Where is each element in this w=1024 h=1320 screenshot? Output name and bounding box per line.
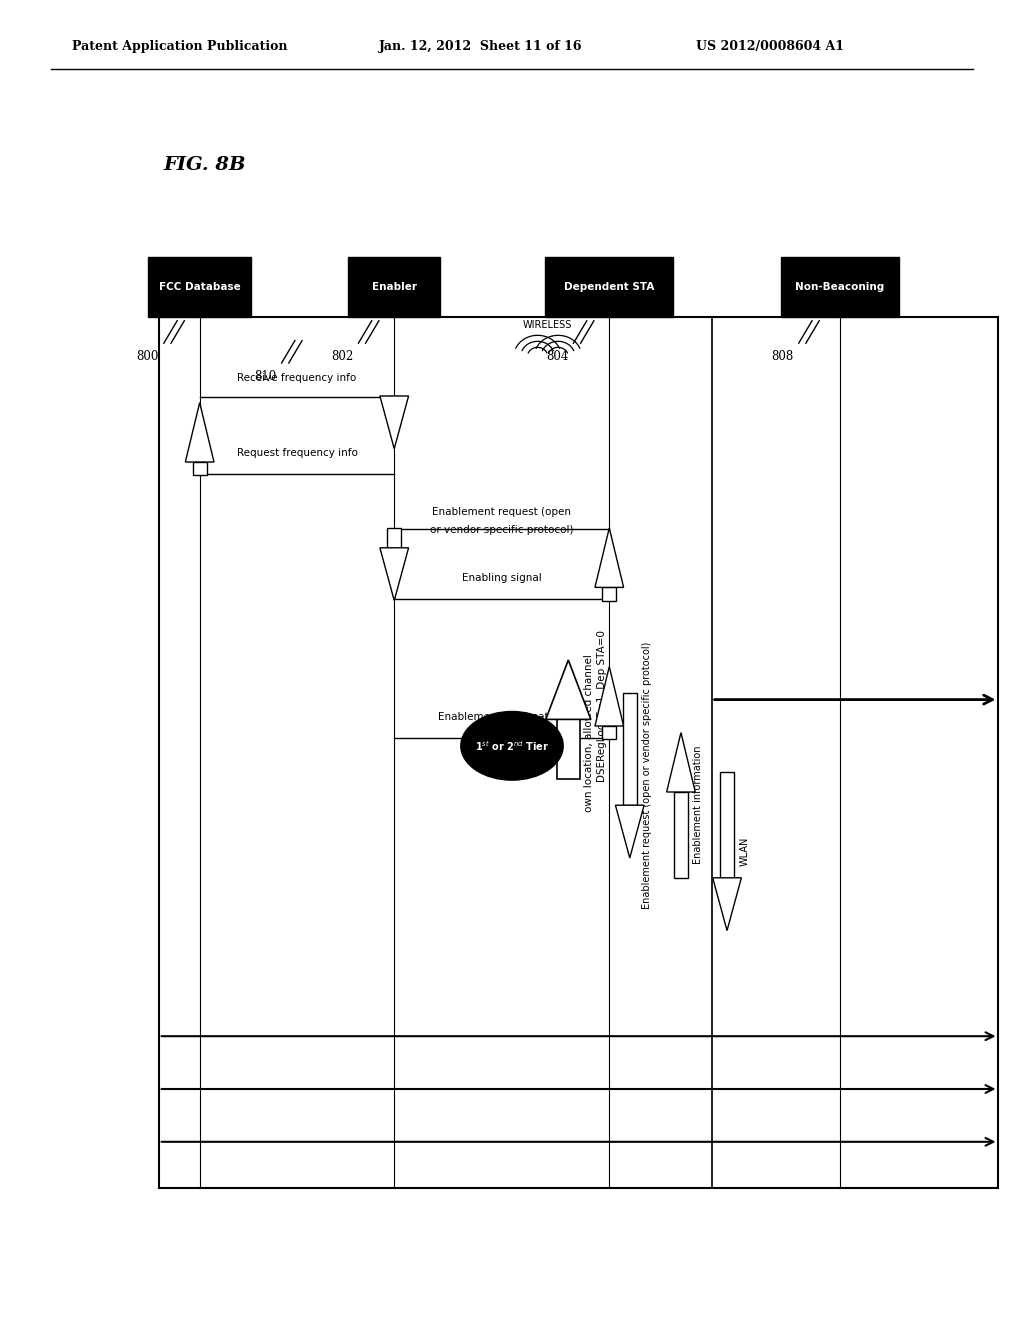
Polygon shape (713, 878, 741, 931)
Bar (602, 587, 616, 601)
Text: WLAN: WLAN (739, 837, 750, 866)
Polygon shape (595, 667, 624, 726)
Text: Enablement request (open or vendor specific protocol): Enablement request (open or vendor speci… (642, 642, 652, 909)
Bar (674, 792, 688, 878)
Text: Patent Application Publication: Patent Application Publication (72, 40, 287, 53)
Text: own location, allowed channel: own location, allowed channel (584, 653, 594, 812)
Bar (720, 772, 734, 878)
Bar (545, 257, 674, 317)
Bar (148, 257, 251, 317)
Text: Enablement information: Enablement information (438, 711, 565, 722)
Text: Enabling signal: Enabling signal (462, 573, 542, 583)
Polygon shape (667, 733, 695, 792)
Polygon shape (380, 548, 409, 601)
Text: Enabler: Enabler (372, 282, 417, 292)
Text: Dependent STA: Dependent STA (564, 282, 654, 292)
Text: FIG. 8B: FIG. 8B (164, 156, 247, 174)
Text: Enablement information: Enablement information (693, 746, 703, 865)
Text: FCC Database: FCC Database (159, 282, 241, 292)
Bar (557, 719, 580, 779)
Bar (193, 462, 207, 475)
Bar (780, 257, 899, 317)
Bar (623, 693, 637, 805)
Bar (602, 726, 616, 739)
Text: Receive frequency info: Receive frequency info (238, 372, 356, 383)
Polygon shape (380, 396, 409, 449)
Polygon shape (546, 660, 591, 719)
Polygon shape (595, 528, 624, 587)
Text: WIRELESS: WIRELESS (523, 319, 572, 330)
Text: 808: 808 (771, 350, 794, 363)
Text: DSERegLoc IE=1, Dep STA=0: DSERegLoc IE=1, Dep STA=0 (597, 630, 607, 783)
Text: 804: 804 (546, 350, 568, 363)
Text: 802: 802 (331, 350, 353, 363)
Text: 810: 810 (254, 370, 276, 383)
Text: Request frequency info: Request frequency info (237, 447, 357, 458)
Text: Non-Beaconing: Non-Beaconing (795, 282, 885, 292)
Text: 1$^{st}$ or 2$^{nd}$ Tier: 1$^{st}$ or 2$^{nd}$ Tier (475, 739, 549, 752)
Bar (159, 317, 998, 1188)
Bar (348, 257, 440, 317)
Polygon shape (615, 805, 644, 858)
Text: or vendor specific protocol): or vendor specific protocol) (430, 524, 573, 535)
Text: 800: 800 (136, 350, 159, 363)
Text: Jan. 12, 2012  Sheet 11 of 16: Jan. 12, 2012 Sheet 11 of 16 (379, 40, 583, 53)
Ellipse shape (461, 711, 563, 780)
Bar (387, 528, 401, 548)
Text: Enablement request (open: Enablement request (open (432, 507, 571, 517)
Polygon shape (185, 403, 214, 462)
Text: US 2012/0008604 A1: US 2012/0008604 A1 (696, 40, 845, 53)
